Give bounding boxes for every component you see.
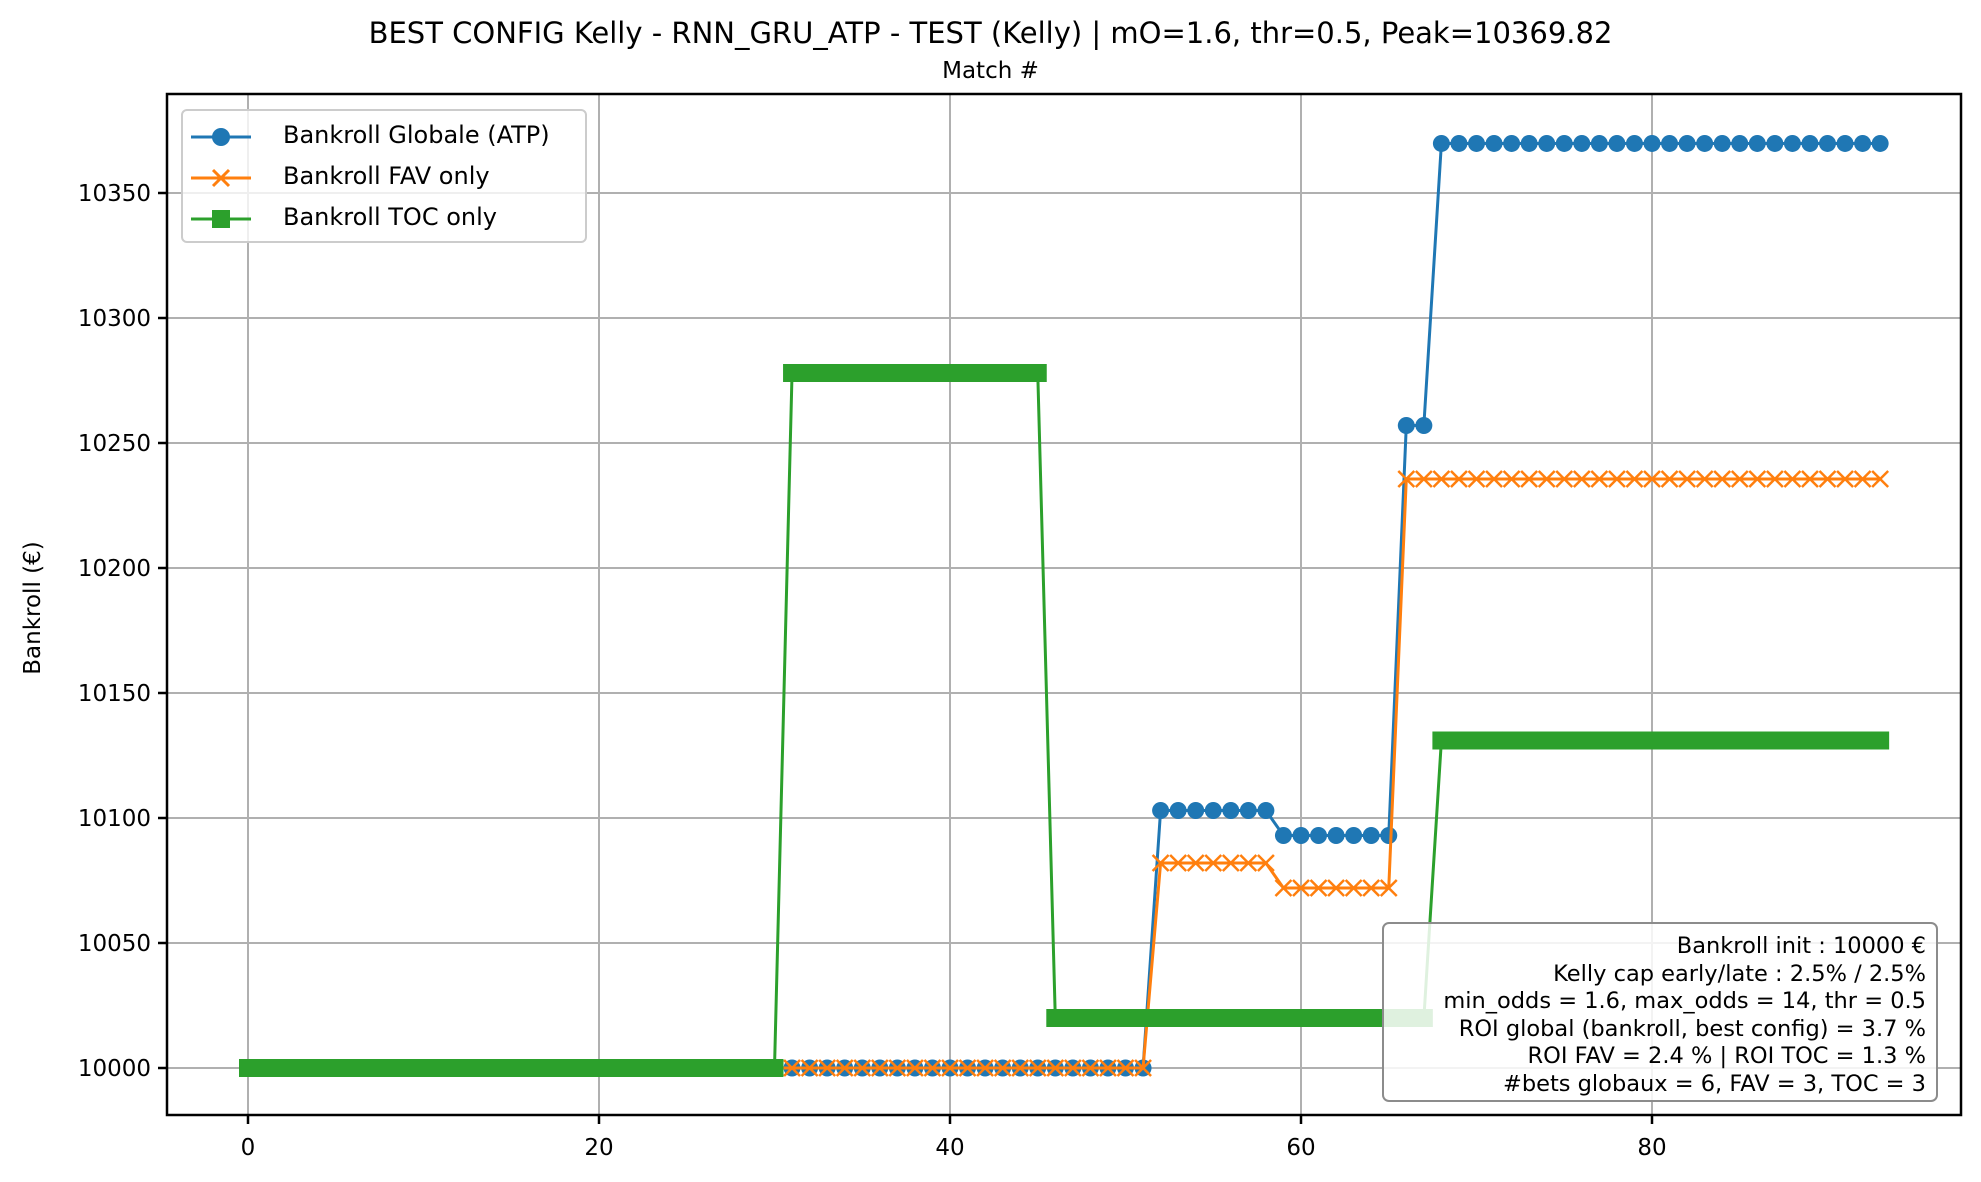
x-marker-line-icon xyxy=(191,168,251,188)
legend-label: Bankroll TOC only xyxy=(283,203,497,231)
chart-title: BEST CONFIG Kelly - RNN_GRU_ATP - TEST (… xyxy=(368,16,1613,50)
circle-marker-line-icon xyxy=(191,128,251,146)
axis-ticks: 0 20 40 60 80 10000 10050 10100 10150 10200 10250 1… xyxy=(78,181,1667,1161)
x-tick-label: 60 xyxy=(1286,1135,1315,1161)
info-bets-count: #bets globaux = 6, FAV = 3, TOC = 3 xyxy=(1502,1070,1926,1097)
square-marker-line-icon xyxy=(191,210,251,228)
series-square xyxy=(239,364,1890,1077)
legend-item-fav: Bankroll FAV only xyxy=(183,160,585,201)
y-tick-label: 10150 xyxy=(78,681,151,707)
legend-label: Bankroll Globale (ATP) xyxy=(283,121,550,149)
stats-annotation-box: Bankroll init : 10000 € Kelly cap early/… xyxy=(1382,922,1938,1102)
legend-item-toc: Bankroll TOC only xyxy=(183,201,585,242)
y-tick-label: 10050 xyxy=(78,931,151,957)
x-tick-label: 80 xyxy=(1637,1135,1666,1161)
y-tick-label: 10100 xyxy=(78,806,151,832)
y-tick-label: 10250 xyxy=(78,431,151,457)
x-tick-label: 0 xyxy=(241,1135,256,1161)
info-bankroll-init: Bankroll init : 10000 € xyxy=(1676,933,1926,959)
y-tick-label: 10000 xyxy=(78,1056,151,1082)
y-tick-label: 10350 xyxy=(78,181,151,207)
x-axis-label: Match # xyxy=(942,58,1039,84)
legend-label: Bankroll FAV only xyxy=(283,162,490,190)
info-odds-threshold: min_odds = 1.6, max_odds = 14, thr = 0.5 xyxy=(1443,988,1926,1014)
x-tick-label: 40 xyxy=(935,1135,964,1161)
legend: Bankroll Globale (ATP) Bankroll FAV only… xyxy=(181,109,587,243)
x-tick-label: 20 xyxy=(584,1135,613,1161)
info-kelly-cap: Kelly cap early/late : 2.5% / 2.5% xyxy=(1553,960,1926,987)
info-roi-fav-toc: ROI FAV = 2.4 % | ROI TOC = 1.3 % xyxy=(1527,1043,1926,1069)
data-series xyxy=(239,134,1890,1077)
axes-frame xyxy=(165,92,1963,1117)
y-tick-label: 10300 xyxy=(78,306,151,332)
info-roi-global: ROI global (bankroll, best config) = 3.7… xyxy=(1458,1015,1926,1042)
legend-item-globale: Bankroll Globale (ATP) xyxy=(183,119,585,160)
y-tick-label: 10200 xyxy=(78,556,151,582)
